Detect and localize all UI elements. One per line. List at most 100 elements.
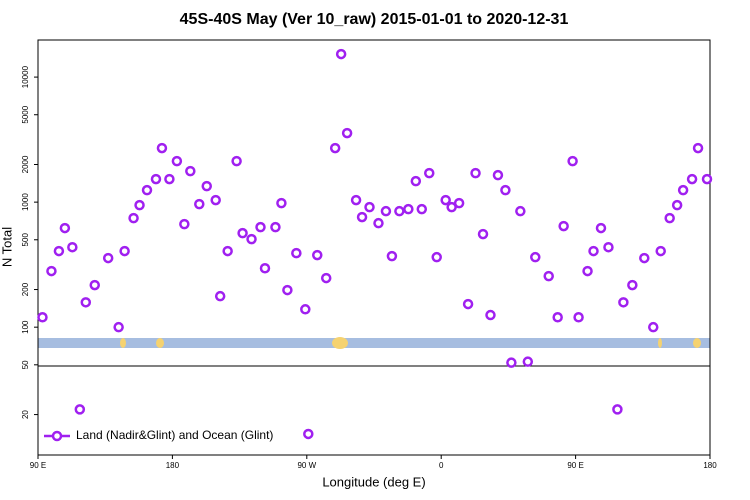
point (141, 184, 153, 196)
point (335, 48, 347, 60)
point (350, 194, 362, 206)
point (150, 173, 162, 185)
point (46, 265, 57, 277)
point (431, 251, 442, 263)
point (440, 194, 451, 206)
point (567, 155, 578, 167)
y-tick-label: 5000 (21, 105, 30, 123)
point (255, 221, 266, 233)
point (664, 212, 675, 224)
point (671, 199, 683, 211)
point (692, 142, 704, 154)
point (515, 205, 526, 217)
point (446, 201, 457, 213)
point (386, 250, 398, 262)
x-tick-label: 90 W (297, 461, 316, 470)
land-mask-band (38, 337, 710, 349)
y-tick-label: 500 (21, 233, 30, 247)
point (119, 245, 130, 257)
y-tick-label: 100 (21, 320, 30, 334)
y-tick-label: 50 (21, 360, 30, 369)
band (38, 338, 710, 348)
x-tick-label: 0 (439, 461, 444, 470)
legend-marker (51, 430, 63, 442)
point (477, 228, 489, 240)
point (639, 252, 650, 264)
point (210, 194, 221, 206)
point (453, 197, 465, 209)
y-tick-label: 10000 (21, 65, 30, 88)
point (214, 290, 226, 302)
point (701, 173, 713, 185)
point (102, 252, 114, 264)
point (655, 245, 666, 257)
x-tick-label: 90 E (567, 461, 583, 470)
point (164, 173, 175, 185)
point (573, 312, 584, 323)
point (246, 233, 257, 245)
land-patch (658, 338, 662, 348)
point (522, 356, 534, 367)
point (380, 205, 392, 217)
point (291, 247, 302, 259)
point (485, 309, 496, 321)
point (356, 211, 368, 223)
point (552, 312, 563, 323)
point (470, 167, 481, 179)
point (582, 265, 593, 277)
point (312, 249, 323, 261)
legend-label: Land (Nadir&Glint) and Ocean (Glint) (76, 428, 273, 442)
point (276, 197, 287, 209)
point (506, 357, 517, 368)
y-tick-label: 20 (21, 410, 30, 419)
point (543, 270, 554, 282)
point (59, 222, 71, 234)
point (113, 321, 124, 333)
point (416, 203, 428, 215)
point (156, 142, 168, 154)
point (53, 245, 65, 257)
point (530, 251, 541, 263)
point (364, 201, 375, 213)
point (201, 180, 212, 192)
point (259, 262, 271, 274)
x-axis-label: Longitude (deg E) (322, 474, 425, 489)
point (80, 297, 92, 308)
point (627, 279, 638, 291)
point (185, 165, 196, 177)
y-tick-label: 200 (21, 282, 30, 296)
point (648, 321, 659, 333)
point (282, 284, 293, 296)
point (500, 184, 511, 196)
point (89, 279, 100, 291)
land-patch (693, 338, 701, 348)
point (492, 169, 504, 181)
point (222, 245, 233, 257)
plot-frame (37, 39, 711, 456)
point (403, 203, 414, 215)
point (194, 198, 205, 210)
point (37, 312, 48, 323)
y-tick-label: 1000 (21, 193, 30, 211)
point (618, 297, 629, 308)
point (303, 428, 314, 440)
point (612, 404, 623, 415)
point (558, 220, 569, 232)
land-patch (332, 337, 348, 349)
x-tick-label: 90 E (30, 461, 46, 470)
point (237, 227, 248, 239)
point (329, 142, 341, 154)
chart-title: 45S-40S May (Ver 10_raw) 2015-01-01 to 2… (180, 11, 569, 28)
point (394, 205, 405, 217)
point (128, 212, 139, 224)
point (603, 241, 614, 253)
x-tick-label: 180 (166, 461, 180, 470)
point (270, 221, 281, 233)
point (686, 173, 698, 185)
point (67, 241, 78, 253)
point (410, 175, 422, 187)
point (677, 184, 689, 196)
point (179, 218, 190, 230)
point (462, 298, 474, 310)
